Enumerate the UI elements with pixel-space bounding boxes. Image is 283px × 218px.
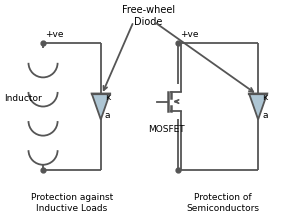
Text: +ve: +ve bbox=[45, 30, 64, 39]
Text: Protection against
Inductive Loads: Protection against Inductive Loads bbox=[31, 193, 113, 213]
Text: Free-wheel
Diode: Free-wheel Diode bbox=[122, 5, 175, 27]
Text: Protection of
Semiconductors: Protection of Semiconductors bbox=[187, 193, 260, 213]
Text: k: k bbox=[105, 93, 110, 102]
Text: MOSFET: MOSFET bbox=[148, 125, 185, 135]
Text: +ve: +ve bbox=[181, 30, 199, 39]
Text: Inductor: Inductor bbox=[4, 94, 42, 103]
Text: k: k bbox=[262, 93, 267, 102]
Polygon shape bbox=[249, 94, 267, 119]
Text: a: a bbox=[105, 111, 110, 121]
Polygon shape bbox=[92, 94, 110, 119]
Text: a: a bbox=[262, 111, 268, 121]
